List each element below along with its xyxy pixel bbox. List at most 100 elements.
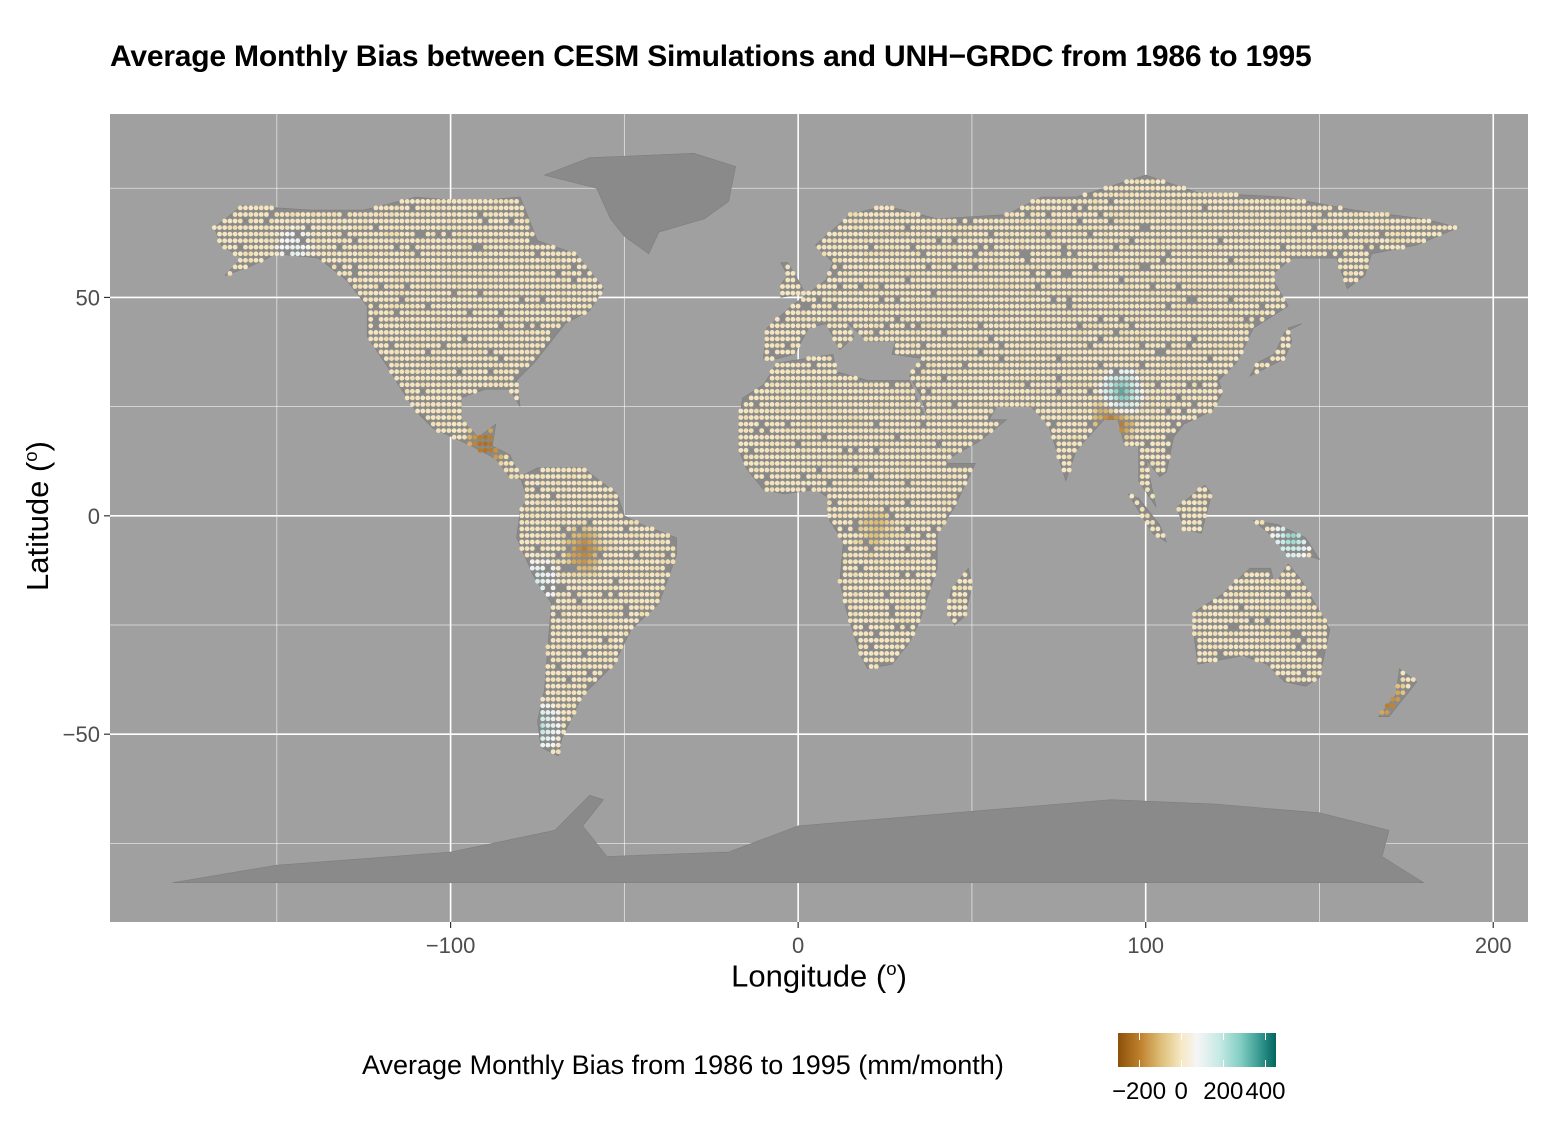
bias-point [983,218,989,224]
bias-point [1087,415,1093,420]
bias-point [483,238,488,244]
bias-point [430,395,436,401]
bias-point [1259,231,1265,237]
bias-point [545,513,551,519]
bias-point [456,375,462,381]
bias-point [342,244,347,250]
bias-point [1113,402,1119,407]
bias-point [1145,487,1150,492]
bias-point [389,290,394,296]
bias-point [592,546,598,551]
bias-point [555,716,561,722]
bias-point [952,251,957,257]
bias-point [436,349,441,355]
bias-point [639,592,645,597]
bias-point [493,205,499,211]
bias-point [1134,421,1140,427]
bias-point [545,690,551,696]
bias-point [868,284,874,289]
bias-point [962,244,968,250]
bias-point [764,388,770,394]
bias-point [1212,257,1218,263]
bias-point [847,284,853,289]
bias-point [446,244,452,250]
bias-point [1061,402,1067,407]
bias-point [1072,343,1077,348]
bias-point [290,212,295,217]
bias-point [780,434,785,440]
bias-point [613,598,619,604]
bias-point [1082,330,1088,335]
bias-point [1145,290,1150,296]
bias-point [529,559,535,565]
bias-point [1009,297,1015,302]
bias-point [1098,356,1103,361]
bias-point [1077,271,1083,276]
bias-point [832,244,837,250]
bias-point [1280,238,1286,244]
bias-point [764,447,770,453]
bias-point [1192,349,1197,355]
bias-point [1416,225,1421,231]
bias-point [1202,388,1208,394]
bias-point [1160,199,1166,204]
bias-point [472,303,478,309]
bias-point [378,205,384,211]
bias-point [806,323,811,329]
bias-point [1176,303,1182,309]
bias-point [587,631,592,637]
bias-point [1145,356,1150,361]
bias-point [451,297,457,302]
bias-point [1046,251,1051,257]
bias-point [389,205,394,211]
bias-point [394,231,400,237]
bias-point [1072,284,1077,289]
bias-point [535,526,540,532]
bias-point [389,323,394,329]
bias-point [832,310,837,316]
bias-point [1119,244,1124,250]
bias-point [561,631,566,637]
bias-point [441,349,446,355]
bias-point [832,290,837,296]
bias-point [623,546,629,551]
bias-point [462,434,467,440]
bias-point [1233,238,1239,244]
bias-point [1249,225,1255,231]
bias-point [1218,264,1223,270]
bias-point [582,513,587,519]
bias-point [1155,461,1161,466]
bias-point [780,441,785,447]
bias-point [1369,218,1374,224]
bias-point [269,205,274,211]
bias-point [1004,244,1010,250]
bias-point [258,231,264,237]
bias-point [1171,310,1176,316]
bias-point [1197,310,1202,316]
bias-point [425,212,431,217]
bias-point [754,395,759,401]
bias-point [222,218,228,224]
bias-point [1040,415,1046,420]
bias-point [1379,238,1385,244]
bias-point [1025,231,1030,237]
bias-point [608,533,613,538]
bias-point [509,474,514,479]
bias-point [399,238,405,244]
bias-point [900,212,905,217]
bias-point [905,297,910,302]
bias-point [352,218,358,224]
bias-point [915,343,921,348]
bias-point [243,225,248,231]
bias-point [1249,271,1255,276]
bias-point [780,336,785,342]
bias-point [837,231,843,237]
bias-point [503,205,509,211]
bias-point [1171,316,1176,322]
bias-point [785,323,791,329]
bias-point [472,205,478,211]
bias-point [425,395,431,401]
bias-point [1139,271,1145,276]
bias-point [1197,225,1202,231]
bias-point [827,251,832,257]
